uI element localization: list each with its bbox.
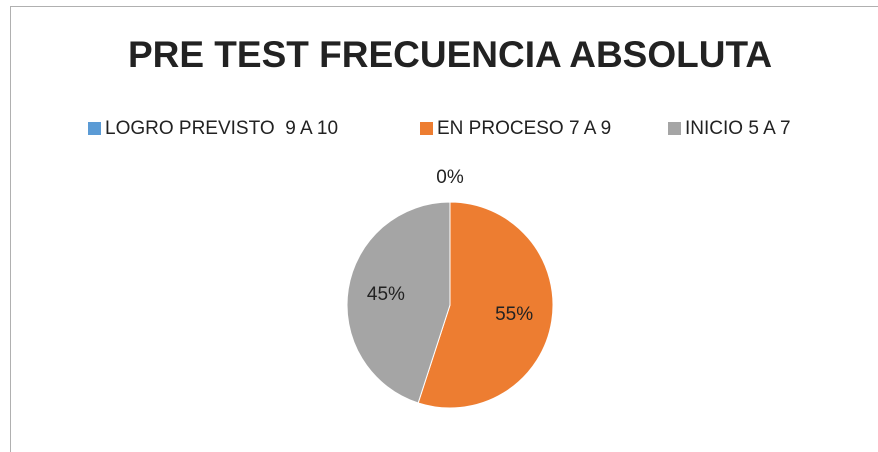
legend-swatch xyxy=(420,122,433,135)
pie-slice xyxy=(417,201,554,409)
data-label: 0% xyxy=(436,167,464,188)
legend-label: LOGRO PREVISTO 9 A 10 xyxy=(105,118,338,139)
legend-label: EN PROCESO 7 A 9 xyxy=(437,118,611,139)
chart-title: PRE TEST FRECUENCIA ABSOLUTA xyxy=(128,34,772,75)
legend-swatch xyxy=(668,122,681,135)
pie-slice xyxy=(346,201,451,404)
legend-label: INICIO 5 A 7 xyxy=(685,118,791,139)
data-label: 45% xyxy=(367,284,405,305)
legend-swatch xyxy=(88,122,101,135)
data-label: 55% xyxy=(495,304,533,325)
